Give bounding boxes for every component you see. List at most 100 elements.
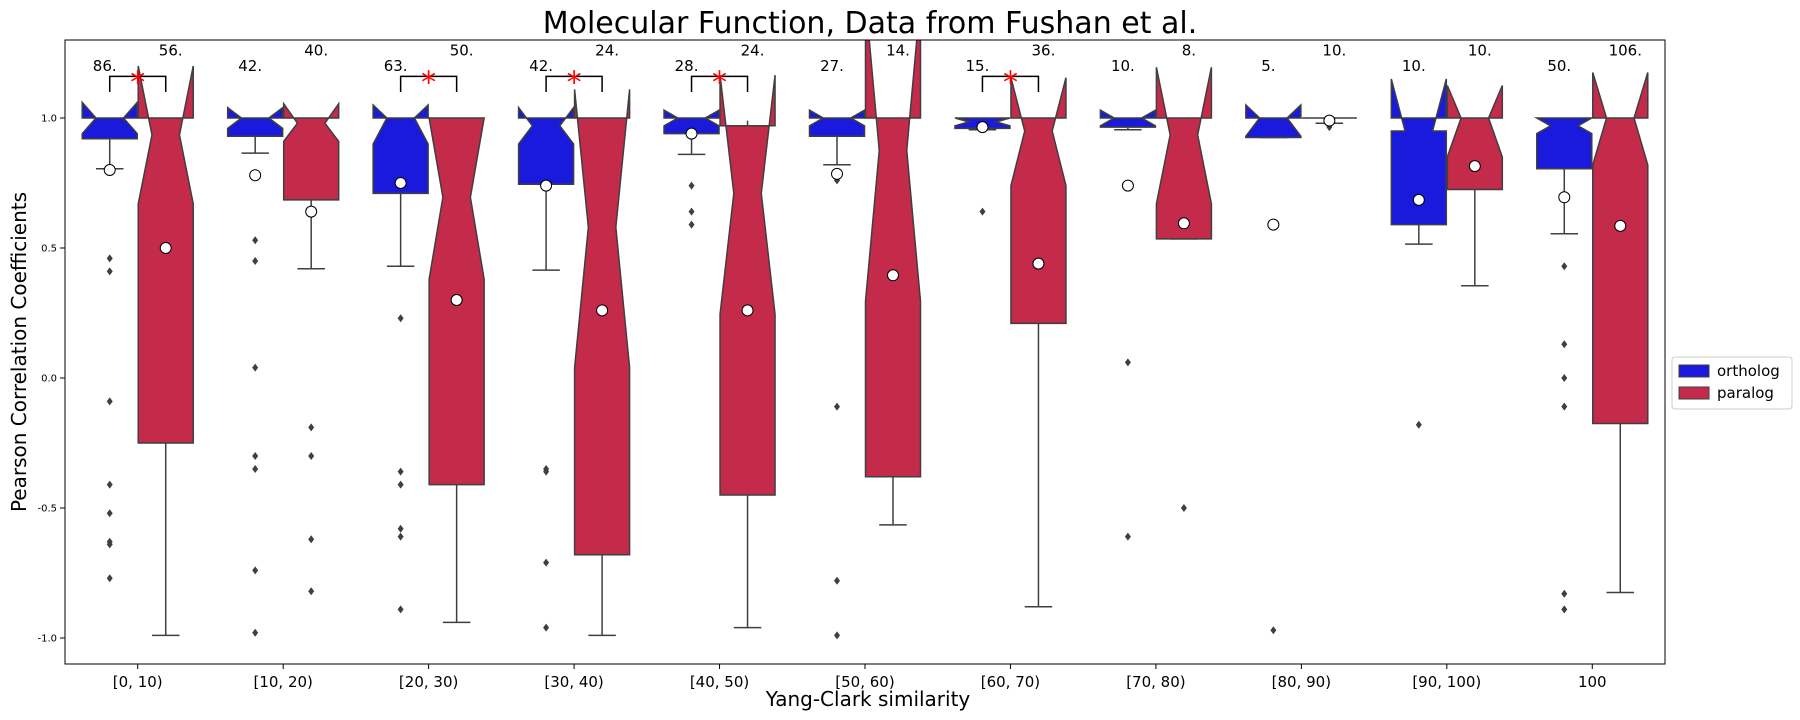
ortholog-outlier [252,465,259,473]
x-tick-label: [20, 30) [399,673,458,691]
ortholog-outlier [106,480,113,489]
paralog-count-label: 24. [741,41,765,59]
significance-star: * [1003,65,1018,100]
x-tick-label: [0, 10) [113,673,163,691]
paralog-mean-marker [1468,160,1481,173]
ortholog-box-group [517,105,575,632]
ortholog-box-group [1099,108,1157,541]
ortholog-mean-marker [685,127,698,140]
ortholog-outlier [1561,374,1568,382]
paralog-box-group [1446,85,1504,287]
ortholog-mean-marker [540,179,553,192]
x-tick-label: [10, 20) [253,673,312,691]
paralog-mean-marker [1177,217,1190,230]
paralog-box-group [719,75,776,629]
paralog-box [719,75,776,496]
ortholog-mean-marker [831,167,843,180]
ortholog-outlier [252,236,259,245]
paralog-box [1155,67,1213,240]
paralog-count-label: 56. [159,41,183,59]
ortholog-box-group [1533,117,1595,614]
ortholog-outlier [252,363,259,372]
paralog-mean-marker [741,304,754,317]
significance-star: * [567,65,582,100]
paralog-outlier [308,587,315,596]
ortholog-mean-marker [394,177,407,189]
ortholog-outlier [834,631,840,640]
paralog-box-group [1301,114,1357,132]
significance-bracket [545,75,603,92]
ortholog-outlier [397,314,404,323]
ortholog-outlier [543,623,550,632]
paralog-box [864,40,922,478]
y-axis-label: Pearson Correlation Coefficients [7,192,31,512]
x-tick-label: [40, 50) [690,673,749,691]
paralog-box-group [864,40,922,526]
paralog-count-label: 50. [450,41,474,59]
ortholog-box [1390,78,1448,226]
ortholog-count-label: 15. [966,57,990,75]
paralog-box [137,65,194,444]
ortholog-outlier [106,397,113,406]
paralog-box [282,101,340,201]
ortholog-box [81,100,138,140]
ortholog-count-label: 42. [529,57,553,75]
significance-star: * [421,65,436,100]
x-tick-label: [90, 100) [1412,673,1481,691]
ortholog-outlier [1561,589,1568,598]
paralog-count-label: 24. [595,41,619,59]
legend-swatch-ortholog [1678,364,1710,378]
x-axis-label: Yang-Clark similarity [765,687,971,711]
x-tick-label: [80, 90) [1272,673,1331,691]
ortholog-box [1533,117,1595,170]
ortholog-count-label: 5. [1261,57,1275,75]
paralog-count-label: 14. [886,41,910,59]
paralog-box-group [1592,72,1649,594]
ortholog-outlier [252,452,259,460]
ortholog-box-group [1245,103,1302,635]
ortholog-outlier [688,220,695,229]
paralog-box-group [282,101,340,596]
ortholog-count-label: 42. [238,57,262,75]
ortholog-outlier [1124,358,1131,367]
ortholog-box-group [808,108,866,640]
ortholog-outlier [688,207,695,216]
paralog-mean-marker [596,304,609,317]
ortholog-box-group [372,103,429,614]
ortholog-box [663,108,720,135]
y-tick-label: 1.0 [41,114,57,125]
ortholog-box-group [226,106,284,637]
ortholog-outlier [1124,532,1131,541]
legend-swatch-paralog [1678,386,1710,400]
ortholog-outlier [1561,402,1568,411]
ortholog-outlier [1270,626,1277,635]
ortholog-outlier [106,540,113,549]
ortholog-count-label: 50. [1547,57,1571,75]
legend: ortholog paralog [1671,356,1793,410]
paralog-outlier [308,535,315,544]
paralog-mean-marker [1614,219,1627,232]
paralog-box-group [137,65,194,637]
ortholog-box [808,108,866,137]
ortholog-count-label: 10. [1402,57,1426,75]
paralog-mean-marker [887,269,899,282]
ortholog-mean-marker [976,121,989,134]
legend-label-paralog: paralog [1717,384,1774,402]
paralog-box [1592,72,1649,425]
ortholog-box [517,105,575,186]
ortholog-outlier [1415,420,1422,429]
ortholog-count-label: 63. [384,57,408,75]
ortholog-box-group [954,117,1011,216]
legend-label-ortholog: ortholog [1717,362,1780,380]
paralog-outlier [1180,504,1187,512]
y-tick-label: -1.0 [37,634,57,645]
ortholog-outlier [543,558,550,567]
x-tick-label: [60, 70) [981,673,1040,691]
paralog-box [573,89,631,556]
plot-content [81,40,1649,640]
ortholog-outlier [397,532,404,541]
paralog-mean-marker [450,294,463,306]
x-tick-label: [30, 40) [544,673,603,691]
ortholog-outlier [979,207,986,216]
paralog-count-label: 8. [1182,41,1196,59]
